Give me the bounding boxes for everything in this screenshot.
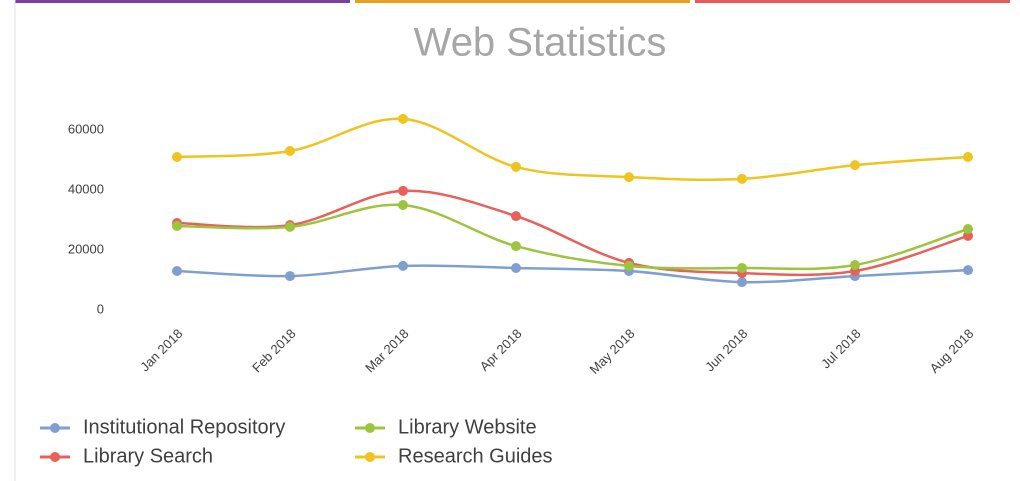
point xyxy=(737,263,747,273)
point xyxy=(398,260,408,271)
point xyxy=(398,200,408,210)
y-tick-label: 40000 xyxy=(68,181,104,196)
point xyxy=(172,152,182,162)
point xyxy=(511,211,521,222)
series-line xyxy=(176,189,969,277)
legend-swatch xyxy=(365,423,375,433)
legend-swatch xyxy=(50,423,60,433)
series-line xyxy=(176,117,969,182)
series-line xyxy=(176,203,969,271)
point xyxy=(963,152,973,162)
point xyxy=(963,230,973,241)
y-tick-label: 0 xyxy=(97,301,104,316)
point xyxy=(511,241,521,252)
point xyxy=(850,260,860,270)
chart-title: Web Statistics xyxy=(414,21,667,65)
point xyxy=(511,161,521,172)
series-line xyxy=(176,264,969,284)
point xyxy=(398,113,408,124)
tab-bar xyxy=(355,0,690,3)
legend-label: Institutional Repository xyxy=(83,416,285,438)
point xyxy=(963,224,973,234)
point xyxy=(285,146,295,156)
tab-bar xyxy=(695,0,1010,3)
point xyxy=(850,160,860,171)
point xyxy=(963,265,973,276)
point xyxy=(172,221,182,231)
point xyxy=(624,172,634,183)
legend-label: Research Guides xyxy=(398,445,553,467)
point xyxy=(398,185,408,196)
y-tick-label: 60000 xyxy=(68,121,104,136)
point xyxy=(172,266,182,276)
point xyxy=(285,271,295,282)
legend-label: Library Search xyxy=(83,445,213,467)
point xyxy=(737,277,747,288)
point xyxy=(285,221,295,232)
point xyxy=(624,260,634,271)
point xyxy=(511,263,521,273)
tab-bar xyxy=(15,0,350,3)
legend-label: Library Website xyxy=(398,416,537,438)
y-tick-label: 20000 xyxy=(68,241,104,256)
legend-swatch xyxy=(365,452,375,462)
point xyxy=(737,173,747,184)
legend-swatch xyxy=(50,452,60,462)
